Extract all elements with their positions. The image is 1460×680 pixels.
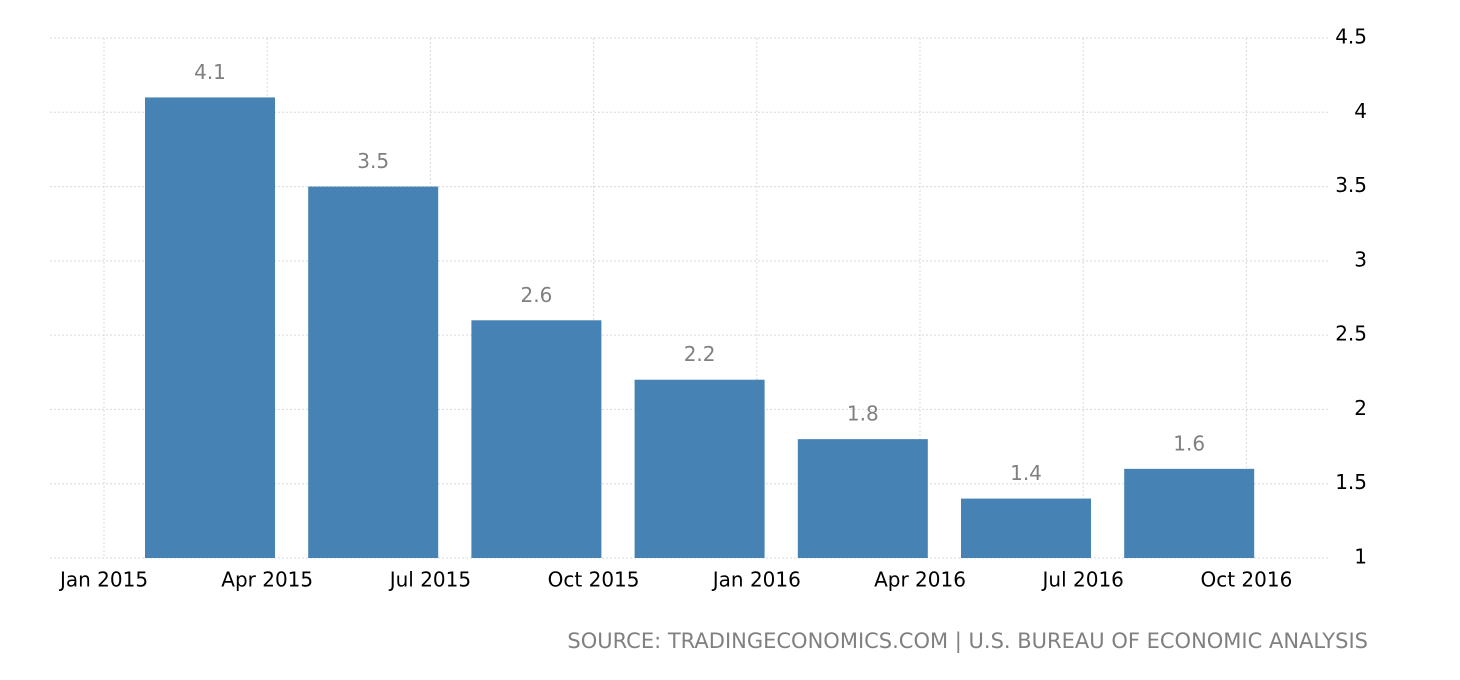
y-tick-label: 1: [1354, 545, 1367, 569]
y-tick-label: 2: [1354, 396, 1367, 420]
x-tick-label: Oct 2016: [1200, 568, 1292, 592]
value-label: 1.4: [1010, 461, 1042, 485]
y-tick-label: 4: [1354, 99, 1367, 123]
value-label: 1.6: [1173, 431, 1205, 455]
y-tick-label: 3.5: [1335, 173, 1367, 197]
x-tick-label: Oct 2015: [548, 568, 640, 592]
bar: [634, 379, 765, 558]
value-label: 2.2: [684, 342, 716, 366]
bar: [797, 439, 928, 558]
bar: [1124, 468, 1255, 558]
y-tick-label: 3: [1354, 247, 1367, 271]
bar: [961, 498, 1091, 558]
bar: [308, 186, 439, 559]
y-tick-label: 4.5: [1335, 25, 1367, 49]
x-tick-label: Apr 2016: [874, 568, 966, 592]
value-label: 2.6: [520, 283, 552, 307]
x-tick-label: Jan 2016: [711, 568, 801, 592]
source-note: SOURCE: TRADINGECONOMICS.COM | U.S. BURE…: [567, 629, 1368, 654]
value-label: 4.1: [194, 60, 226, 84]
bar: [471, 320, 602, 558]
value-label: 1.8: [847, 402, 879, 426]
y-tick-label: 1.5: [1335, 470, 1367, 494]
bar: [145, 97, 275, 558]
x-tick-label: Jan 2015: [58, 568, 148, 592]
x-tick-label: Jul 2016: [1041, 568, 1124, 592]
x-tick-label: Jul 2015: [388, 568, 471, 592]
y-tick-label: 2.5: [1335, 322, 1367, 346]
x-tick-label: Apr 2015: [221, 568, 313, 592]
value-label: 3.5: [357, 149, 389, 173]
